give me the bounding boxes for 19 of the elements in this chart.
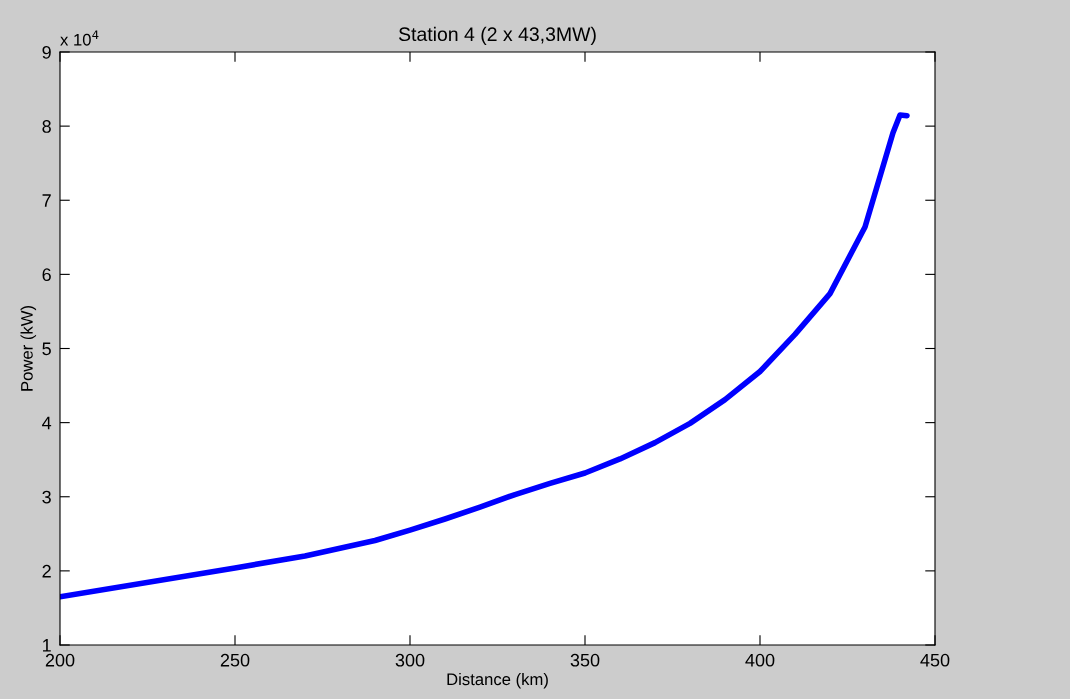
- y-tick-label: 2: [42, 564, 51, 578]
- x-tick-label: 250: [220, 653, 250, 667]
- y-tick-label: 1: [43, 639, 51, 652]
- y-tick-label: 6: [42, 268, 51, 282]
- x-tick-label: 200: [45, 653, 75, 667]
- y-tick-label: 4: [42, 416, 52, 430]
- y-tick-label: 3: [42, 490, 51, 504]
- x-tick-label: 350: [570, 653, 600, 667]
- text: x 10$^{4}$: [60, 30, 99, 46]
- y-tick-label: 8: [42, 120, 51, 133]
- y-tick-label: 5: [42, 342, 51, 356]
- y-axis-title: Power (kW): [20, 306, 37, 391]
- chart-title: Station 4 (2 x 43,3MW): [398, 26, 596, 45]
- x-tick-label: 400: [745, 653, 775, 667]
- x-axis-title: Distance (km): [447, 672, 548, 689]
- x-tick-label: 300: [395, 653, 425, 667]
- y-tick-label: 9: [42, 45, 51, 59]
- y-tick-label: 7: [42, 194, 51, 207]
- x-tick-label: 450: [920, 653, 950, 667]
